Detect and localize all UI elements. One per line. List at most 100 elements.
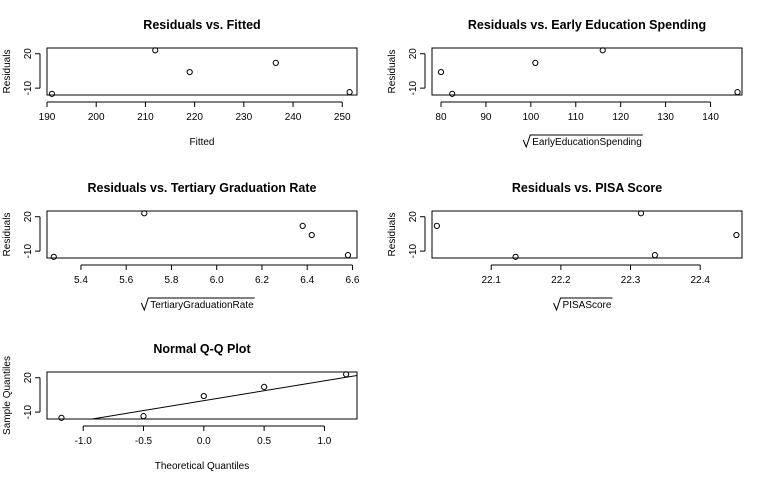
x-tick-label: 120 [612,112,629,123]
x-tick-label: 240 [285,112,302,123]
x-tick-label: -0.5 [135,436,153,447]
x-axis: -1.0 -0.5 0.0 0.5 1.0 [75,425,332,447]
x-tick-label: 1.0 [317,436,331,447]
x-tick-label: 22.4 [690,275,710,286]
panel-5: Normal Q-Q Plot -1.0 -0.5 0.0 0.5 1.0 Theoreti… [2,342,358,472]
x-axis: 22.1 22.2 22.3 22.4 [481,264,710,286]
y-tick-label: 20 [23,48,34,60]
x-tick-label: 22.3 [621,275,641,286]
qq-reference-line [89,374,357,419]
x-tick-label: 22.2 [551,275,571,286]
x-tick-label: 5.8 [164,275,178,286]
y-axis-label: Residuals [387,213,398,257]
y-axis: -10 20 [23,211,41,258]
plot-frame [46,210,358,259]
x-axis-label: EarlyEducationSpending [532,137,642,148]
x-axis-label: Fitted [189,137,214,148]
x-tick-label: 0.0 [197,436,211,447]
x-tick-label: -1.0 [75,436,93,447]
y-axis: -10 20 [23,372,41,419]
x-tick-label: 6.0 [210,275,224,286]
data-point [512,253,519,260]
x-tick-label: 130 [657,112,674,123]
panel-1: Residuals vs. Fitted 190 200 210 220 230 240 25… [2,18,358,148]
x-axis-label: Theoretical Quantiles [155,461,250,472]
data-point [299,222,306,230]
x-tick-label: 210 [137,112,154,123]
y-axis-label: Residuals [2,213,13,257]
x-tick-label: 190 [39,112,56,123]
plot-title: Residuals vs. PISA Score [512,181,662,195]
data-point [532,59,539,67]
x-axis: 80 90 100 110 120 130 140 [435,101,719,123]
sqrt-symbol [522,134,643,149]
data-point [651,252,659,259]
x-tick-label: 80 [435,112,447,123]
data-point [346,89,353,96]
y-axis-label: Residuals [2,50,13,94]
y-axis: -10 20 [408,48,426,95]
data-point [599,47,606,54]
panel-2: Residuals vs. Early Education Spending 80… [387,18,743,149]
sqrt-symbol [553,297,613,312]
data-point [200,392,207,400]
x-tick-label: 200 [88,112,105,123]
x-tick-label: 90 [480,112,492,123]
data-point [152,47,159,54]
x-tick-label: 5.4 [74,275,88,286]
x-tick-label: 0.5 [257,436,271,447]
data-point [733,231,740,239]
x-axis-label: TertiaryGraduationRate [150,300,254,311]
data-point [437,68,445,76]
plot-frame [431,47,743,96]
x-tick-label: 110 [568,112,584,123]
y-tick-label: -10 [23,80,34,95]
data-point [48,90,56,97]
panel-3: Residuals vs. Tertiary Graduation Rate 5.… [2,181,360,312]
y-tick-label: 20 [408,211,419,223]
data-point [58,414,65,421]
y-axis: -10 20 [408,211,426,258]
x-tick-label: 220 [186,112,203,123]
panel-4: Residuals vs. PISA Score 22.1 22.2 22.3 22.4… [387,181,743,312]
plot-frame [46,371,358,420]
y-axis-label: Sample Quantiles [2,356,13,435]
data-point [140,413,147,420]
x-axis-label: PISAScore [563,300,612,311]
y-tick-label: -10 [23,243,34,258]
y-tick-label: -10 [408,80,419,95]
y-axis: -10 20 [23,48,41,95]
x-tick-label: 100 [522,112,539,123]
x-tick-label: 22.1 [481,275,501,286]
sqrt-symbol [140,297,255,312]
data-point [261,383,268,391]
data-point [272,59,279,67]
plot-title: Residuals vs. Tertiary Graduation Rate [87,181,316,195]
x-tick-label: 5.6 [119,275,133,286]
x-axis: 5.4 5.6 5.8 6.0 6.2 6.4 6.6 [74,264,360,286]
y-tick-label: -10 [408,243,419,258]
plot-title: Residuals vs. Early Education Spending [468,18,706,32]
plot-frame [46,47,358,96]
data-point [141,210,148,217]
data-point [343,371,350,378]
x-tick-label: 140 [702,112,719,123]
plot-title: Residuals vs. Fitted [143,18,260,32]
x-tick-label: 6.6 [346,275,360,286]
x-axis: 190 200 210 220 230 240 250 [39,101,351,123]
data-point [308,231,315,239]
y-tick-label: 20 [23,372,34,384]
data-point [186,68,193,76]
data-point [734,89,741,96]
data-point [449,90,456,97]
data-point [344,252,352,259]
plot-frame [431,210,743,259]
x-tick-label: 250 [334,112,351,123]
y-axis-label: Residuals [387,50,398,94]
x-tick-label: 6.2 [255,275,269,286]
y-tick-label: 20 [408,48,419,60]
data-point [433,222,440,230]
y-tick-label: -10 [23,404,34,419]
y-tick-label: 20 [23,211,34,223]
